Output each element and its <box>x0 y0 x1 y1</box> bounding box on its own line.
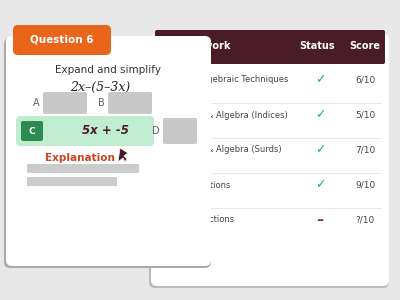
Text: Expand and simplify: Expand and simplify <box>55 65 161 75</box>
Text: 5/10: 5/10 <box>355 110 375 119</box>
FancyBboxPatch shape <box>149 38 389 288</box>
Text: ner Equations: ner Equations <box>172 181 230 190</box>
Text: Score: Score <box>350 41 380 51</box>
FancyBboxPatch shape <box>21 121 43 141</box>
FancyBboxPatch shape <box>16 116 154 146</box>
FancyBboxPatch shape <box>155 30 385 64</box>
Text: ?/10: ?/10 <box>355 215 375 224</box>
FancyBboxPatch shape <box>27 177 117 186</box>
Text: B: B <box>98 98 104 108</box>
Text: Question 6: Question 6 <box>30 34 94 44</box>
Text: –: – <box>316 213 324 227</box>
Text: 7/10: 7/10 <box>355 146 375 154</box>
FancyBboxPatch shape <box>13 25 111 55</box>
Text: near Functions: near Functions <box>172 215 234 224</box>
Text: 2x–(5–3x): 2x–(5–3x) <box>70 80 130 94</box>
Text: ✓: ✓ <box>315 109 325 122</box>
FancyBboxPatch shape <box>27 164 139 173</box>
Text: thmetic & Algebra (Surds): thmetic & Algebra (Surds) <box>172 146 282 154</box>
Polygon shape <box>118 148 128 162</box>
FancyBboxPatch shape <box>163 118 197 144</box>
Text: ✓: ✓ <box>315 178 325 191</box>
FancyBboxPatch shape <box>4 38 211 268</box>
FancyBboxPatch shape <box>6 36 211 266</box>
Text: thmetic & Algebra (Indices): thmetic & Algebra (Indices) <box>172 110 288 119</box>
Text: Homework: Homework <box>172 41 230 51</box>
FancyBboxPatch shape <box>108 92 152 114</box>
Text: Explanation: Explanation <box>45 153 115 163</box>
Text: ✓: ✓ <box>315 143 325 157</box>
Text: ✓: ✓ <box>315 74 325 86</box>
Bar <box>157 50 383 62</box>
Text: Quiz - Algebraic Techniques: Quiz - Algebraic Techniques <box>172 76 288 85</box>
Text: 9/10: 9/10 <box>355 181 375 190</box>
Text: D: D <box>152 126 160 136</box>
Text: 5x + -5: 5x + -5 <box>82 124 128 137</box>
Text: A: A <box>33 98 39 108</box>
Text: Status: Status <box>299 41 335 51</box>
Text: C: C <box>29 127 35 136</box>
FancyBboxPatch shape <box>151 34 389 286</box>
FancyBboxPatch shape <box>43 92 87 114</box>
Text: 6/10: 6/10 <box>355 76 375 85</box>
